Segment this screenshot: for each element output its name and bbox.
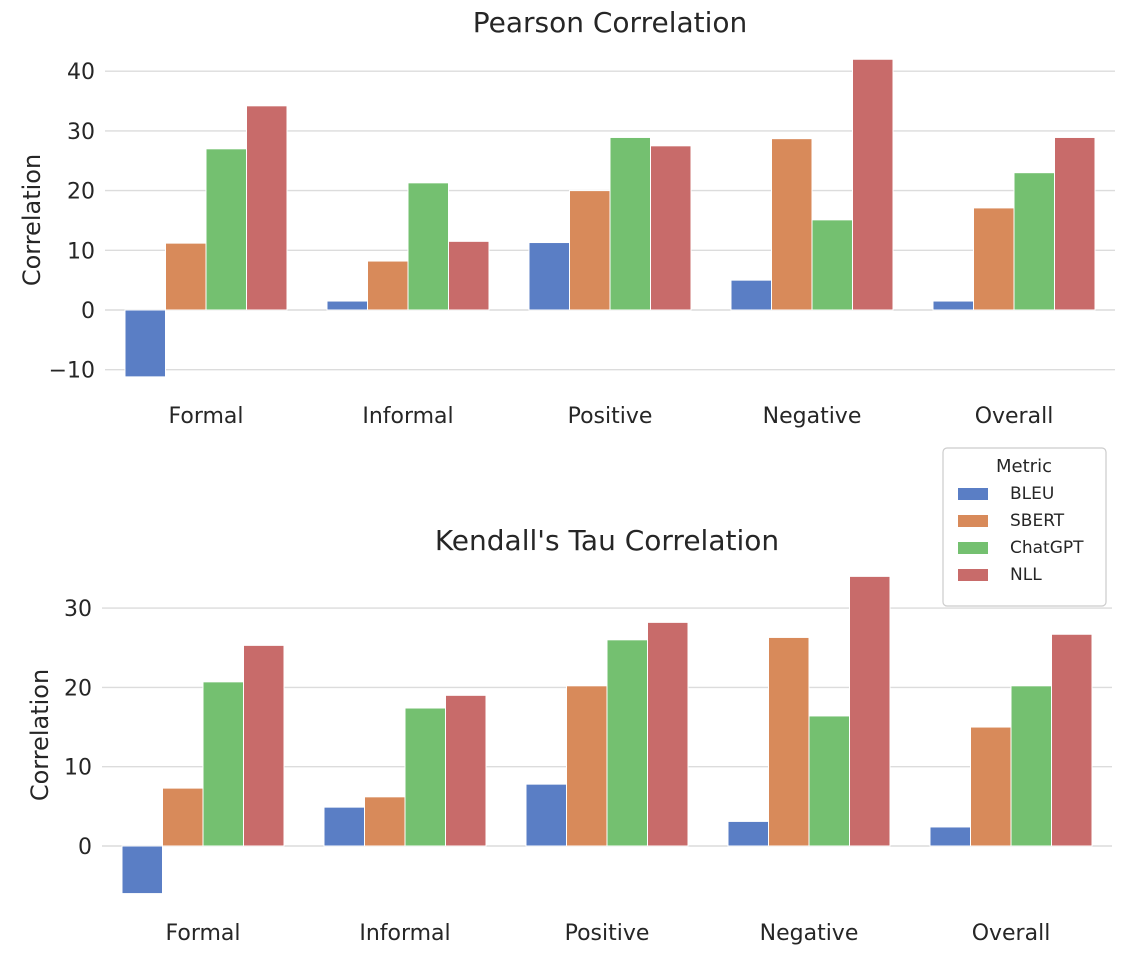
x-tick-label: Formal bbox=[168, 404, 243, 429]
bar-sbert-negative bbox=[771, 138, 813, 311]
bar-chatgpt-positive bbox=[606, 639, 648, 847]
bar-chatgpt-positive bbox=[609, 136, 651, 311]
y-tick-label: 20 bbox=[67, 180, 95, 205]
bar-bleu-negative bbox=[727, 820, 769, 847]
bar-sbert-formal bbox=[162, 787, 204, 847]
bar-bleu-positive bbox=[528, 242, 570, 311]
y-axis-label: Correlation bbox=[18, 154, 46, 286]
legend-swatch-chatgpt bbox=[958, 542, 988, 554]
y-tick-label: 30 bbox=[67, 120, 95, 145]
y-tick-label: 0 bbox=[78, 835, 92, 860]
y-tick-label: 0 bbox=[81, 299, 95, 324]
bar-nll-overall bbox=[1054, 136, 1096, 311]
bar-chatgpt-formal bbox=[205, 148, 247, 311]
bar-bleu-overall bbox=[929, 826, 971, 847]
y-tick-label: 40 bbox=[67, 60, 95, 85]
bar-sbert-overall bbox=[973, 207, 1015, 311]
bar-sbert-informal bbox=[364, 796, 406, 847]
kendall-chart: Kendall's Tau Correlation Correlation 0 1… bbox=[26, 524, 1112, 946]
bar-nll-informal bbox=[448, 240, 490, 311]
y-tick-label: 10 bbox=[64, 756, 92, 781]
legend-label-bleu: BLEU bbox=[1010, 484, 1054, 504]
bar-chatgpt-negative bbox=[811, 219, 853, 311]
bar-nll-negative bbox=[852, 58, 894, 311]
bar-bleu-negative bbox=[730, 279, 772, 311]
bar-chatgpt-informal bbox=[404, 707, 446, 847]
bar-nll-negative bbox=[849, 575, 891, 847]
legend-swatch-bleu bbox=[958, 488, 988, 500]
bar-chatgpt-overall bbox=[1013, 172, 1055, 311]
bar-chatgpt-formal bbox=[202, 681, 244, 847]
legend-swatch-nll bbox=[958, 569, 988, 581]
y-tick-label: 30 bbox=[64, 597, 92, 622]
legend-label-nll: NLL bbox=[1010, 565, 1042, 585]
bar-sbert-positive bbox=[566, 685, 608, 847]
bar-chatgpt-informal bbox=[407, 182, 449, 311]
bar-bleu-positive bbox=[525, 783, 567, 847]
legend-title: Metric bbox=[996, 456, 1052, 477]
legend-label-sbert: SBERT bbox=[1010, 511, 1065, 531]
bar-nll-positive bbox=[647, 621, 689, 847]
bar-nll-formal bbox=[246, 105, 288, 311]
bar-chatgpt-negative bbox=[808, 715, 850, 847]
pearson-chart: Pearson Correlation Correlation −10 0 10 20… bbox=[18, 6, 1115, 429]
x-tick-label: Positive bbox=[568, 404, 653, 429]
x-tick-label: Positive bbox=[565, 921, 650, 946]
bar-bleu-informal bbox=[326, 300, 368, 311]
bar-bleu-informal bbox=[323, 806, 365, 847]
bar-sbert-formal bbox=[165, 242, 207, 311]
legend: Metric BLEU SBERT ChatGPT NLL bbox=[942, 447, 1107, 607]
bar-chatgpt-overall bbox=[1010, 685, 1052, 847]
x-tick-label: Negative bbox=[760, 921, 859, 946]
bar-sbert-overall bbox=[970, 726, 1012, 847]
bar-nll-formal bbox=[243, 644, 285, 847]
y-tick-label: 20 bbox=[64, 676, 92, 701]
x-tick-label: Informal bbox=[362, 404, 453, 429]
bar-bleu-overall bbox=[932, 300, 974, 311]
y-axis-label: Correlation bbox=[26, 669, 54, 801]
legend-frame bbox=[942, 447, 1107, 607]
bar-bleu-formal bbox=[121, 845, 163, 895]
bar-nll-overall bbox=[1051, 633, 1093, 847]
x-tick-label: Overall bbox=[975, 404, 1054, 429]
chart-title: Kendall's Tau Correlation bbox=[435, 524, 779, 557]
x-tick-label: Informal bbox=[359, 921, 450, 946]
x-tick-label: Overall bbox=[972, 921, 1051, 946]
bar-sbert-positive bbox=[569, 190, 611, 311]
bar-nll-informal bbox=[445, 694, 487, 847]
legend-label-chatgpt: ChatGPT bbox=[1010, 538, 1084, 558]
bar-sbert-negative bbox=[768, 636, 810, 847]
bar-sbert-informal bbox=[367, 260, 409, 311]
x-tick-label: Negative bbox=[763, 404, 862, 429]
legend-swatch-sbert bbox=[958, 515, 988, 527]
bar-nll-positive bbox=[650, 145, 692, 311]
chart-title: Pearson Correlation bbox=[473, 6, 748, 39]
y-tick-label: −10 bbox=[49, 359, 95, 384]
x-tick-label: Formal bbox=[165, 921, 240, 946]
y-tick-label: 10 bbox=[67, 239, 95, 264]
bar-bleu-formal bbox=[124, 309, 166, 378]
